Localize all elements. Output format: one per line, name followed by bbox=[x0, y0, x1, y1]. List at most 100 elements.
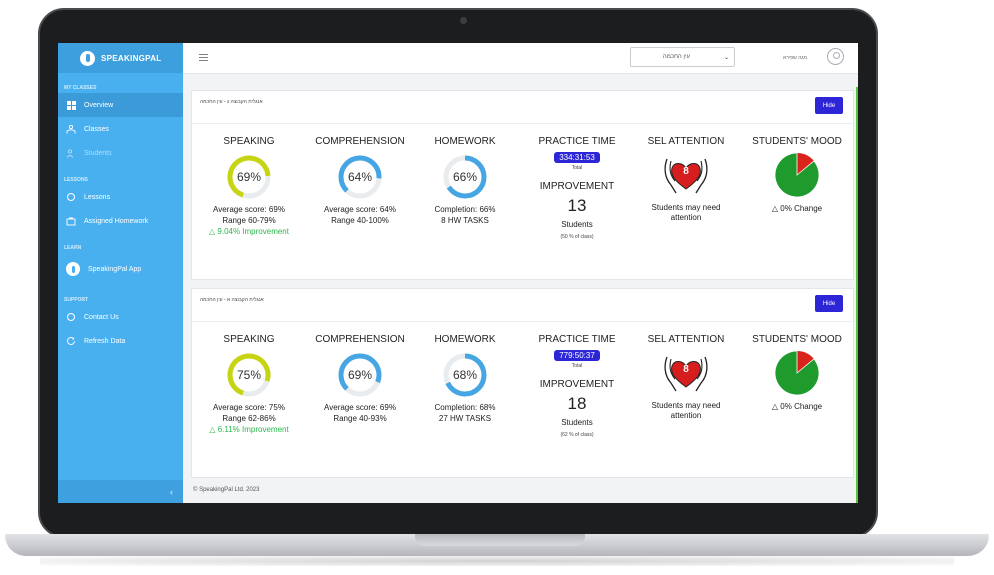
triangle-up-icon: △ bbox=[209, 227, 216, 236]
mood-negative-slice bbox=[797, 153, 814, 175]
mood-change: △ 0% Change bbox=[747, 204, 847, 213]
triangle-up-icon: △ bbox=[209, 425, 216, 434]
user-name[interactable]: מגה שפירא bbox=[783, 55, 807, 61]
metric-title: COMPREHENSION bbox=[315, 334, 405, 345]
brand-header[interactable]: SPEAKINGPAL bbox=[58, 43, 183, 73]
improvement-count: 18 bbox=[567, 394, 587, 413]
class-select[interactable]: עין החכמה ⌄ bbox=[630, 47, 735, 67]
metric-speaking: SPEAKING 75% Average score: 75% Range 62… bbox=[204, 334, 294, 434]
refresh-icon bbox=[66, 336, 76, 346]
comprehension-score: 69% bbox=[347, 368, 373, 382]
homework-donut-svg bbox=[443, 353, 487, 397]
speaking-range: Range 60-79% bbox=[222, 216, 276, 225]
metric-practice-time: PRACTICE TIME 334:31:53 Total IMPROVEMEN… bbox=[532, 136, 622, 240]
improvement-percent: (50 % of class) bbox=[560, 234, 594, 240]
footer-copyright: © SpeakingPal Ltd. 2023 bbox=[193, 487, 260, 493]
speaking-average: Average score: 75% bbox=[213, 403, 285, 412]
metric-comprehension: COMPREHENSION 69% Average score: 69% Ran… bbox=[310, 334, 410, 423]
metric-title: HOMEWORK bbox=[434, 136, 496, 147]
homework-completion: Completion: 68% bbox=[434, 403, 496, 412]
sidebar-item-overview[interactable]: Overview bbox=[58, 93, 183, 117]
mood-pie-chart bbox=[774, 152, 820, 198]
hide-button[interactable]: Hide bbox=[815, 97, 843, 114]
speaking-donut-svg bbox=[227, 353, 271, 397]
homework-tasks: 27 HW TASKS bbox=[438, 414, 492, 423]
sidebar-item-label: Lessons bbox=[84, 193, 111, 201]
improvement-students-label: Students bbox=[561, 418, 593, 427]
practice-time-total-label: Total bbox=[571, 363, 583, 369]
laptop-shadow bbox=[40, 556, 954, 566]
hamburger-menu-icon[interactable] bbox=[199, 54, 208, 63]
sidebar-item-app[interactable]: SpeakingPal App bbox=[58, 253, 183, 285]
comprehension-range: Range 40-100% bbox=[331, 216, 389, 225]
speaking-improvement: △ 9.04% Improvement bbox=[204, 227, 294, 236]
sidebar-item-label: Assigned Homework bbox=[84, 217, 149, 225]
help-circle-icon bbox=[66, 312, 76, 322]
homework-completion: Completion: 66% bbox=[434, 205, 496, 214]
sidebar-collapse[interactable]: ‹ bbox=[58, 480, 183, 503]
class-card: אנגלית הקבוצה א - עין החכמה Hide SPEAKIN… bbox=[191, 288, 854, 478]
practice-time-badge: 334:31:53 bbox=[554, 152, 600, 163]
mood-change: △ 0% Change bbox=[747, 402, 847, 411]
section-my-classes: MY CLASSES bbox=[64, 85, 97, 91]
sel-line-1: Students may need bbox=[651, 203, 721, 212]
metric-homework: HOMEWORK 66% Completion: 66% 8 HW TASKS bbox=[420, 136, 510, 225]
sidebar-item-classes[interactable]: Classes bbox=[58, 117, 183, 141]
app-screen: SPEAKINGPAL MY CLASSES Overview Classes … bbox=[58, 43, 858, 503]
speakingpal-app-icon bbox=[66, 262, 80, 276]
card-header: אנגלית הקבוצה א - עין החכמה Hide bbox=[192, 289, 853, 322]
sidebar-item-students[interactable]: Students bbox=[58, 141, 183, 165]
metric-title: PRACTICE TIME bbox=[538, 334, 616, 345]
sel-line-1: Students may need bbox=[651, 401, 721, 410]
comprehension-donut: 69% bbox=[337, 352, 383, 398]
sidebar: SPEAKINGPAL MY CLASSES Overview Classes … bbox=[58, 43, 183, 503]
metric-title: SEL ATTENTION bbox=[647, 334, 725, 345]
sel-line-2: attention bbox=[670, 213, 702, 222]
mood-pie-chart bbox=[774, 350, 820, 396]
improvement-text: 6.11% Improvement bbox=[217, 425, 289, 434]
sidebar-item-lessons[interactable]: Lessons bbox=[58, 185, 183, 209]
homework-donut: 68% bbox=[442, 352, 488, 398]
sel-message: Students may need attention bbox=[642, 203, 730, 223]
sidebar-item-label: Contact Us bbox=[84, 313, 119, 321]
comprehension-average: Average score: 64% bbox=[324, 205, 396, 214]
chat-bubble-icon bbox=[66, 192, 76, 202]
practice-time-total-label: Total bbox=[571, 165, 583, 171]
sidebar-item-label: Classes bbox=[84, 125, 109, 133]
metric-sel-attention: SEL ATTENTION 8 Students may need attent… bbox=[642, 334, 730, 421]
comprehension-donut-svg bbox=[338, 353, 382, 397]
improvement-title: IMPROVEMENT bbox=[539, 181, 615, 192]
metric-students-mood: STUDENTS' MOOD △ 0% Change bbox=[747, 136, 847, 213]
mood-positive-slice bbox=[774, 350, 820, 396]
metric-title: COMPREHENSION bbox=[315, 136, 405, 147]
improvement-students-label: Students bbox=[561, 220, 593, 229]
card-title: אנגלית הקבוצה ג - עין החכמה bbox=[200, 99, 263, 105]
comprehension-donut: 64% bbox=[337, 154, 383, 200]
metric-sel-attention: SEL ATTENTION 8 Students may need attent… bbox=[642, 136, 730, 223]
metric-students-mood: STUDENTS' MOOD △ 0% Change bbox=[747, 334, 847, 411]
metric-speaking: SPEAKING 69% Average score: 69% Range 60… bbox=[204, 136, 294, 236]
metric-title: PRACTICE TIME bbox=[538, 136, 616, 147]
improvement-percent: (62 % of class) bbox=[560, 432, 594, 438]
metric-title: STUDENTS' MOOD bbox=[752, 136, 842, 147]
hide-button[interactable]: Hide bbox=[815, 295, 843, 312]
sidebar-item-assigned-homework[interactable]: Assigned Homework bbox=[58, 209, 183, 233]
chevron-left-icon[interactable]: ‹ bbox=[170, 486, 173, 497]
speakingpal-logo-icon bbox=[80, 50, 95, 66]
triangle-up-icon: △ bbox=[771, 402, 779, 411]
user-avatar-icon[interactable] bbox=[827, 48, 844, 65]
comprehension-score: 64% bbox=[347, 170, 373, 184]
metric-title: HOMEWORK bbox=[434, 334, 496, 345]
homework-donut: 66% bbox=[442, 154, 488, 200]
mood-change-text: 0% Change bbox=[780, 402, 823, 411]
sidebar-item-contact[interactable]: Contact Us bbox=[58, 305, 183, 329]
brand-name: SPEAKINGPAL bbox=[101, 53, 162, 63]
speaking-improvement: △ 6.11% Improvement bbox=[204, 425, 294, 434]
green-edge bbox=[856, 87, 858, 503]
improvement-count: 13 bbox=[567, 196, 587, 215]
sidebar-item-label: SpeakingPal App bbox=[88, 265, 142, 273]
homework-score: 66% bbox=[452, 170, 478, 184]
mood-negative-slice bbox=[797, 351, 814, 373]
sidebar-item-refresh[interactable]: Refresh Data bbox=[58, 329, 183, 353]
homework-score: 68% bbox=[452, 368, 478, 382]
